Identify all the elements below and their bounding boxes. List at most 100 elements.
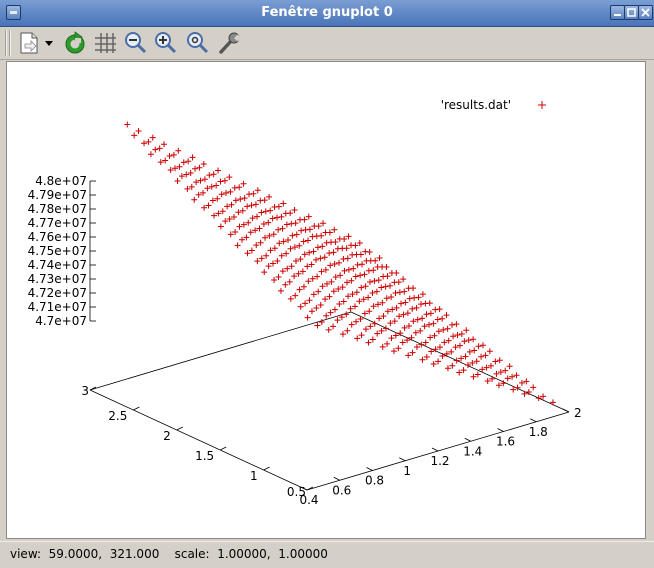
status-text: view: 59.0000, 321.000 scale: 1.00000, 1… [10, 547, 328, 561]
data-point [288, 263, 295, 270]
x-tick-label: 1.4 [463, 444, 482, 458]
data-point [296, 242, 303, 249]
data-point [411, 294, 418, 301]
data-point [340, 256, 347, 263]
data-point [409, 349, 416, 356]
data-point [431, 332, 438, 339]
data-point [418, 301, 425, 308]
minimize-button[interactable] [610, 5, 625, 20]
data-point [435, 358, 442, 365]
data-point [357, 316, 364, 323]
replot-button[interactable] [62, 30, 88, 56]
data-point [214, 195, 221, 202]
data-point [226, 215, 233, 222]
data-point [382, 325, 389, 332]
plot-canvas[interactable]: 4.7e+07 4.71e+07 4.72e+07 4.73e+07 4.74e+07 4… [6, 61, 646, 539]
data-point [310, 291, 317, 298]
data-point [162, 157, 169, 164]
data-point [456, 342, 463, 349]
data-point [383, 295, 390, 302]
export-button[interactable] [16, 30, 42, 56]
grid-button[interactable] [92, 30, 118, 56]
data-point [460, 367, 467, 374]
axis-y [89, 389, 308, 491]
window-menu-button[interactable] [6, 5, 21, 20]
data-point [382, 283, 389, 290]
data-point [266, 193, 273, 200]
data-point [493, 370, 500, 377]
z-tick-label: 4.75e+07 [28, 244, 87, 258]
data-point [278, 213, 285, 220]
data-point [326, 250, 333, 257]
data-point [279, 268, 286, 275]
data-point [469, 359, 476, 366]
settings-button[interactable] [216, 30, 242, 56]
window-menu-icon [10, 11, 17, 14]
data-point [367, 323, 374, 330]
data-point [523, 378, 530, 385]
plot-svg: 4.7e+074.71e+074.72e+074.73e+074.74e+074… [28, 98, 582, 507]
data-point [240, 180, 247, 187]
data-point [384, 340, 391, 347]
data-point [226, 174, 233, 181]
zoom-in-button[interactable] [152, 30, 178, 56]
y-tick [220, 446, 227, 451]
data-point [422, 300, 429, 307]
data-point [291, 273, 298, 280]
data-point [440, 326, 447, 333]
data-point [350, 265, 357, 272]
data-point [191, 196, 198, 203]
data-point [241, 195, 248, 202]
data-point [218, 191, 225, 198]
data-point [322, 296, 329, 303]
data-point [282, 281, 289, 288]
data-point [327, 309, 334, 316]
data-point [287, 295, 294, 302]
data-point [348, 242, 355, 249]
title-bar[interactable]: Fenêtre gnuplot 0 [0, 0, 654, 27]
data-point [288, 220, 295, 227]
data-point [400, 311, 407, 318]
data-point [369, 336, 376, 343]
data-point [292, 258, 299, 265]
x-tick [464, 437, 471, 442]
axis-y-back [89, 311, 352, 391]
status-bar: view: 59.0000, 321.000 scale: 1.00000, 1… [0, 541, 654, 568]
data-point [330, 323, 337, 330]
close-button[interactable] [638, 5, 653, 20]
data-point [387, 320, 394, 327]
data-point [530, 384, 537, 391]
data-point [336, 300, 343, 307]
data-point [425, 321, 432, 328]
data-point [234, 242, 241, 249]
zoom-reset-button[interactable] [184, 30, 210, 56]
data-point [404, 310, 411, 317]
data-point [489, 375, 496, 382]
data-point [369, 289, 376, 296]
data-point [379, 343, 386, 350]
data-point [345, 233, 352, 240]
data-point [292, 220, 299, 227]
zoom-out-button[interactable] [122, 30, 148, 56]
data-point [157, 159, 164, 166]
data-point [330, 288, 337, 295]
data-point [352, 273, 359, 280]
data-point [430, 360, 437, 367]
legend-label[interactable]: 'results.dat' [441, 98, 511, 112]
toolbar-grip[interactable] [5, 30, 11, 56]
data-point [124, 121, 131, 128]
data-point [367, 278, 374, 285]
data-point [521, 390, 528, 397]
maximize-button[interactable] [624, 5, 639, 20]
data-point [265, 219, 272, 226]
data-point [336, 259, 343, 266]
data-point [188, 183, 195, 190]
data-point [318, 268, 325, 275]
z-tick-label: 4.79e+07 [28, 188, 87, 202]
data-point [183, 171, 190, 178]
export-menu-button[interactable] [42, 30, 56, 56]
data-point [249, 215, 256, 222]
data-point [397, 330, 404, 337]
data-point [275, 226, 282, 233]
data-point [209, 197, 216, 204]
